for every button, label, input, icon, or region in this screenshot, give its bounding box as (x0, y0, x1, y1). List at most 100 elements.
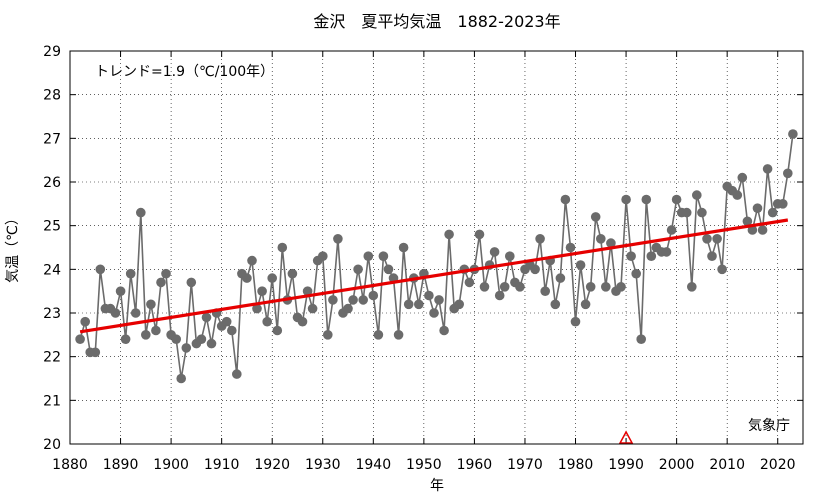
data-point (737, 172, 748, 183)
data-point (479, 282, 490, 292)
data-point (752, 203, 763, 213)
data-point (232, 369, 242, 379)
data-point (454, 299, 465, 310)
data-point (707, 251, 717, 261)
data-point (272, 325, 283, 336)
data-point (414, 299, 424, 310)
source-label: 気象庁 (748, 418, 790, 434)
data-point (778, 199, 788, 209)
data-point (297, 316, 308, 327)
x-tick-label: 1880 (52, 457, 88, 473)
data-point (565, 242, 576, 253)
data-point (115, 286, 126, 297)
data-point (136, 207, 146, 218)
data-point (378, 251, 389, 261)
data-point (560, 194, 571, 205)
data-point (302, 286, 313, 297)
data-point (130, 308, 141, 318)
data-point (206, 338, 217, 349)
data-point (783, 168, 793, 179)
data-point (596, 234, 606, 244)
data-point (363, 251, 374, 261)
data-point (464, 277, 475, 288)
data-point (262, 316, 273, 327)
data-point (307, 303, 318, 314)
data-point (439, 325, 449, 336)
data-point (606, 238, 616, 248)
data-point (641, 194, 652, 205)
marker-group (618, 430, 634, 444)
y-tick-label: 24 (43, 262, 61, 278)
data-point (95, 264, 106, 275)
data-point (80, 316, 90, 327)
data-point (429, 308, 439, 318)
x-tick-label: 1910 (204, 457, 240, 473)
data-point (186, 277, 197, 288)
data-point (120, 334, 131, 345)
data-point (318, 251, 328, 261)
data-point (176, 373, 186, 384)
data-point (535, 234, 545, 244)
data-point (671, 194, 682, 205)
data-point (767, 207, 778, 218)
triangle-marker (618, 430, 634, 444)
data-point (681, 207, 692, 218)
x-tick-label: 1920 (254, 457, 290, 473)
trend-line-group (79, 218, 789, 334)
data-point (333, 234, 343, 244)
data-point (393, 330, 404, 340)
x-tick-label: 1970 (507, 457, 543, 473)
data-point (515, 282, 525, 292)
data-point (141, 330, 151, 340)
data-point (221, 316, 232, 327)
y-tick-label: 29 (43, 44, 61, 60)
data-point (287, 268, 298, 279)
data-point (247, 255, 257, 266)
data-point (267, 273, 278, 283)
y-axis-label: 気温（℃） (5, 211, 21, 283)
x-tick-label: 1890 (103, 457, 139, 473)
data-point (398, 242, 409, 253)
data-point (702, 234, 712, 244)
data-point (494, 290, 505, 301)
x-tick-label: 2000 (659, 457, 695, 473)
data-point (146, 299, 156, 310)
data-point (621, 194, 631, 205)
data-point (242, 273, 252, 283)
x-tick-label: 2020 (760, 457, 796, 473)
data-point (156, 277, 166, 288)
data-point (646, 251, 657, 261)
data-point (530, 264, 540, 275)
data-point (201, 312, 212, 323)
data-point (403, 299, 414, 310)
data-point (489, 247, 500, 257)
data-point (570, 316, 581, 327)
data-point (742, 216, 753, 227)
data-point (692, 190, 702, 200)
data-point (373, 330, 384, 340)
y-tick-label: 25 (43, 219, 61, 235)
data-point (474, 229, 485, 240)
chart-title: 金沢 夏平均気温 1882-2023年 (313, 12, 560, 31)
grid-lines (70, 51, 803, 444)
tick-marks (69, 50, 803, 445)
x-tick-label: 1990 (608, 457, 644, 473)
y-tick-label: 23 (43, 306, 61, 322)
data-point (540, 286, 550, 297)
data-point (550, 299, 561, 310)
x-tick-label: 1940 (355, 457, 391, 473)
x-tick-label: 2010 (709, 457, 745, 473)
data-point (631, 268, 641, 279)
data-point (717, 264, 727, 275)
data-point (151, 325, 161, 336)
data-point (252, 303, 262, 314)
data-point (636, 334, 646, 345)
trend-line (79, 218, 789, 334)
data-point (277, 242, 288, 253)
data-point (348, 295, 358, 305)
data-point (666, 225, 677, 235)
data-point (90, 347, 101, 358)
y-tick-label: 21 (43, 393, 61, 409)
data-point (323, 330, 333, 340)
